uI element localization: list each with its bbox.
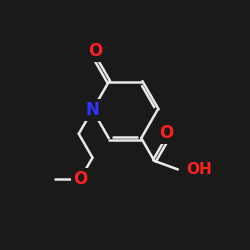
Text: OH: OH bbox=[186, 162, 212, 177]
Text: O: O bbox=[88, 42, 102, 60]
Text: O: O bbox=[159, 124, 174, 142]
Text: O: O bbox=[73, 170, 87, 188]
Text: N: N bbox=[86, 101, 100, 119]
